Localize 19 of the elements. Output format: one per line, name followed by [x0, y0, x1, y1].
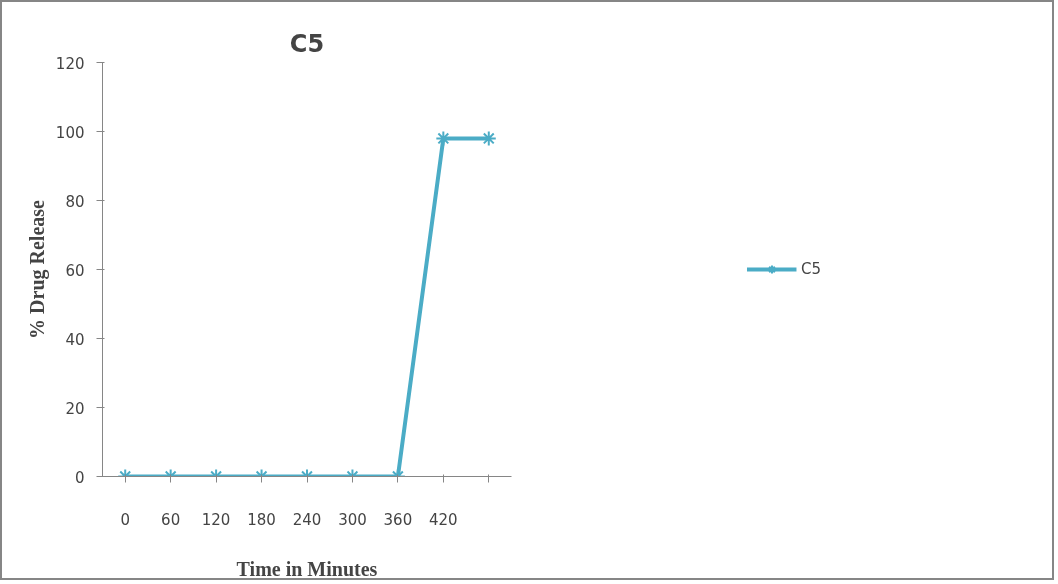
- y-tick-label: 120: [55, 54, 85, 73]
- x-tick-label: 300: [338, 510, 367, 529]
- x-axis-title: Time in Minutes: [236, 557, 378, 580]
- y-tick-label: 80: [65, 192, 85, 211]
- x-tick-label: 420: [429, 510, 458, 529]
- chart-title: C5: [289, 29, 325, 58]
- y-tick-label: 40: [65, 330, 85, 349]
- y-axis-title: % Drug Release: [25, 199, 49, 339]
- x-tick-label: 60: [161, 510, 181, 529]
- y-tick-label: 100: [55, 123, 85, 142]
- y-tick-label: 60: [65, 261, 85, 280]
- x-tick-label: 180: [247, 510, 276, 529]
- x-tick-label: 240: [292, 510, 322, 529]
- y-tick-label: 0: [74, 468, 85, 487]
- x-tick-label: 120: [201, 510, 231, 529]
- legend-label: C5: [800, 260, 822, 278]
- y-tick-label: 20: [65, 399, 85, 418]
- x-tick-label: 360: [383, 510, 413, 529]
- x-tick-label: 0: [120, 510, 130, 529]
